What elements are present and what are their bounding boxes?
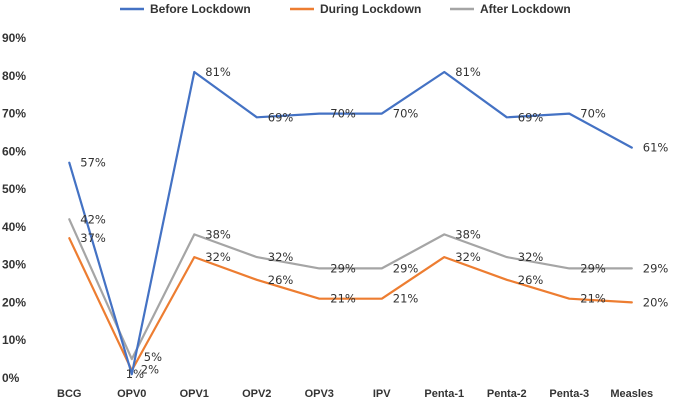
- data-label: 20%: [643, 295, 669, 309]
- x-tick-label: Measles: [610, 388, 653, 400]
- data-label: 32%: [518, 250, 544, 264]
- x-tick-label: BCG: [57, 388, 81, 400]
- data-label: 21%: [580, 292, 606, 306]
- data-label: 26%: [268, 273, 294, 287]
- legend-label-2: After Lockdown: [480, 2, 571, 16]
- data-label: 70%: [393, 107, 419, 121]
- legend-label-1: During Lockdown: [320, 2, 421, 16]
- data-label: 29%: [643, 261, 669, 275]
- data-label: 2%: [141, 362, 159, 376]
- data-label: 32%: [205, 250, 231, 264]
- y-tick-label: 90%: [2, 31, 26, 45]
- series-line-1: [68, 237, 633, 372]
- series-line-2: [68, 218, 633, 361]
- legend: Before Lockdown During Lockdown After Lock…: [120, 2, 571, 16]
- data-label: 21%: [330, 292, 356, 306]
- data-label: 81%: [205, 65, 231, 79]
- data-label: 1%: [126, 367, 144, 381]
- data-label: 38%: [455, 227, 481, 241]
- y-axis: 0% 10% 20% 30% 40% 50% 60% 70% 80% 90%: [2, 31, 26, 385]
- y-tick-label: 50%: [2, 182, 26, 196]
- x-tick-label: OPV1: [180, 388, 209, 400]
- x-tick-label: Penta-1: [424, 388, 464, 400]
- data-label: 5%: [144, 350, 162, 364]
- data-label: 29%: [330, 261, 356, 275]
- x-tick-label: OPV0: [117, 388, 146, 400]
- series-layer: [68, 70, 633, 376]
- data-label: 37%: [80, 231, 106, 245]
- x-axis: BCG OPV0 OPV1 OPV2 OPV3 IPV Penta-1 Penta-2 Pent…: [57, 388, 653, 400]
- data-label: 32%: [268, 250, 294, 264]
- data-label: 21%: [393, 292, 419, 306]
- data-label: 32%: [455, 250, 481, 264]
- x-tick-label: OPV2: [242, 388, 271, 400]
- data-labels: 57% 1% 81% 69% 70% 70% 81% 69% 70% 61% 37% 2% 32% 26%…: [80, 65, 668, 381]
- data-label: 29%: [580, 261, 606, 275]
- y-tick-label: 10%: [2, 333, 26, 347]
- data-label: 81%: [455, 65, 481, 79]
- data-label: 57%: [80, 156, 106, 170]
- y-tick-label: 70%: [2, 107, 26, 121]
- data-label: 26%: [518, 273, 544, 287]
- data-label: 29%: [393, 261, 419, 275]
- series-line-0: [68, 70, 633, 376]
- x-tick-label: Penta-3: [549, 388, 589, 400]
- data-label: 70%: [580, 107, 606, 121]
- x-tick-label: IPV: [373, 388, 391, 400]
- y-tick-label: 80%: [2, 69, 26, 83]
- y-tick-label: 20%: [2, 295, 26, 309]
- legend-label-0: Before Lockdown: [150, 2, 251, 16]
- x-tick-label: OPV3: [305, 388, 334, 400]
- y-tick-label: 60%: [2, 144, 26, 158]
- data-label: 69%: [518, 110, 544, 124]
- x-tick-label: Penta-2: [487, 388, 527, 400]
- data-label: 42%: [80, 212, 106, 226]
- y-tick-label: 0%: [2, 371, 20, 385]
- data-label: 61%: [643, 141, 669, 155]
- data-label: 70%: [330, 107, 356, 121]
- y-tick-label: 40%: [2, 220, 26, 234]
- y-tick-label: 30%: [2, 258, 26, 272]
- data-label: 69%: [268, 110, 294, 124]
- data-label: 38%: [205, 227, 231, 241]
